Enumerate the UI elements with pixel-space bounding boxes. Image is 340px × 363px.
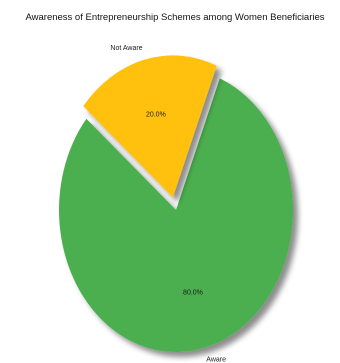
pie-slice-aware	[59, 78, 294, 353]
pie-slices	[59, 55, 294, 353]
slice-label-aware: Aware	[206, 356, 226, 363]
pct-label-aware: 80.0%	[183, 290, 203, 297]
pct-label-not-aware: 20.0%	[146, 112, 166, 119]
slice-label-not-aware: Not Aware	[110, 45, 142, 52]
pie-slice-not-aware	[83, 55, 217, 198]
chart-title: Awareness of Entrepreneurship Schemes am…	[25, 12, 324, 23]
pie-labels: Aware 80.0% Not Aware 20.0%	[110, 45, 226, 363]
